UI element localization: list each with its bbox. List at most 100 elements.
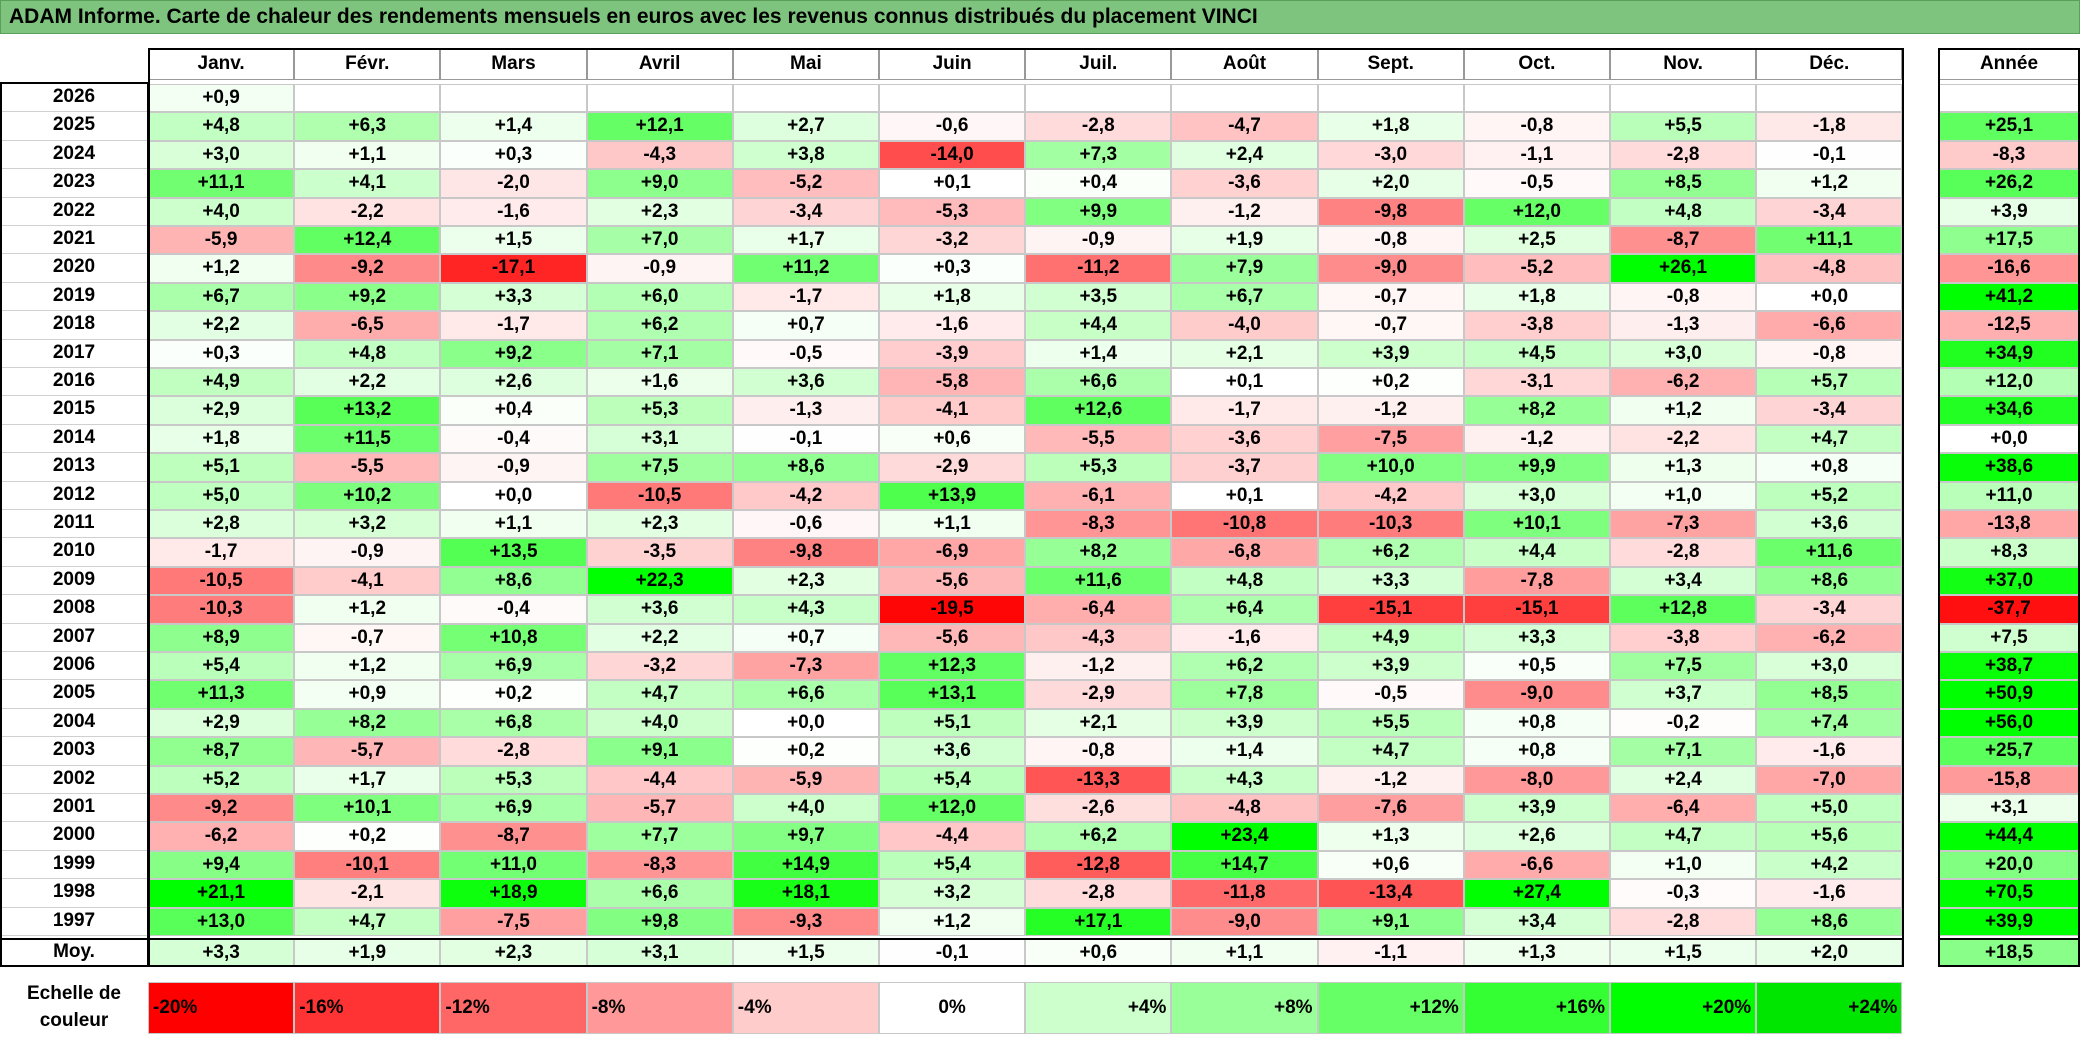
- heatmap-cell: +6,0: [586, 282, 733, 312]
- heatmap-cell: +0,5: [1463, 652, 1610, 681]
- heatmap-cell: +2,9: [148, 396, 295, 425]
- heatmap-cell: +0,2: [732, 737, 879, 766]
- heatmap-cell: +5,4: [879, 850, 1026, 880]
- heatmap-cell: -8,3: [586, 850, 733, 880]
- heatmap-cell: +1,8: [1317, 112, 1464, 141]
- heatmap-cell: -0,5: [1463, 169, 1610, 198]
- heatmap-cell: -0,9: [440, 453, 587, 482]
- year-label: 2004: [0, 708, 148, 738]
- heatmap-cell: +2,1: [1171, 339, 1318, 368]
- heatmap-cell: -1,7: [732, 282, 879, 312]
- heatmap-cell: +3,4: [1463, 907, 1610, 936]
- heatmap-cell: +1,3: [1610, 453, 1757, 482]
- column-header-4: Avril: [586, 48, 733, 80]
- heatmap-cell: +13,2: [294, 396, 441, 425]
- heatmap-cell: +0,7: [732, 311, 879, 340]
- heatmap-cell: +11,0: [440, 850, 587, 880]
- heatmap-cell: +3,0: [148, 140, 295, 170]
- heatmap-cell: +3,9: [1317, 339, 1464, 368]
- column-header-annual: Année: [1938, 48, 2080, 80]
- heatmap-cell: -19,5: [879, 595, 1026, 624]
- annual-cell: +26,2: [1938, 169, 2080, 198]
- heatmap-cell: +10,8: [440, 623, 587, 652]
- heatmap-cell: +6,4: [1171, 595, 1318, 624]
- heatmap-cell: +3,3: [1317, 566, 1464, 596]
- column-header-12: Déc.: [1756, 48, 1903, 80]
- heatmap-cell: -6,2: [148, 822, 295, 851]
- average-cell: -1,1: [1317, 938, 1464, 967]
- heatmap-cell: -10,3: [148, 595, 295, 624]
- heatmap-cell: -6,6: [1463, 850, 1610, 880]
- heatmap-cell: -5,7: [294, 737, 441, 766]
- heatmap-cell: -3,9: [879, 339, 1026, 368]
- year-label: 2008: [0, 595, 148, 624]
- color-scale-stop: -8%: [586, 982, 733, 1034]
- heatmap-cell: -10,8: [1171, 510, 1318, 539]
- heatmap-cell: +6,7: [1171, 282, 1318, 312]
- year-label: 2002: [0, 765, 148, 794]
- annual-cell: +12,0: [1938, 368, 2080, 397]
- heatmap-cell: -1,7: [440, 311, 587, 340]
- annual-cell: +37,0: [1938, 566, 2080, 596]
- heatmap-cell: +7,3: [1025, 140, 1172, 170]
- heatmap-cell: -5,5: [294, 453, 441, 482]
- heatmap-cell: +7,8: [1171, 680, 1318, 709]
- year-label: 2013: [0, 453, 148, 482]
- heatmap-cell: -4,1: [294, 566, 441, 596]
- heatmap-cell: +4,1: [294, 169, 441, 198]
- heatmap-cell: -9,2: [294, 254, 441, 283]
- column-header-8: Août: [1171, 48, 1318, 80]
- heatmap-cell: +6,6: [1025, 368, 1172, 397]
- column-header-7: Juil.: [1025, 48, 1172, 80]
- annual-cell: +56,0: [1938, 708, 2080, 738]
- heatmap-cell: -3,2: [586, 652, 733, 681]
- heatmap-cell: -1,3: [732, 396, 879, 425]
- heatmap-cell: +17,1: [1025, 907, 1172, 936]
- heatmap-cell: -1,2: [1171, 197, 1318, 226]
- heatmap-cell: +3,0: [1610, 339, 1757, 368]
- heatmap-cell: -1,2: [1317, 396, 1464, 425]
- heatmap-cell: +0,1: [1171, 481, 1318, 510]
- heatmap-cell: +1,8: [879, 282, 1026, 312]
- year-label: 2025: [0, 112, 148, 141]
- year-label: 2026: [0, 84, 148, 113]
- heatmap-cell: -4,2: [732, 481, 879, 510]
- heatmap-cell: -6,1: [1025, 481, 1172, 510]
- heatmap-cell: +0,1: [879, 169, 1026, 198]
- heatmap-cell: -1,6: [1756, 879, 1903, 908]
- color-scale-stop: -4%: [732, 982, 879, 1034]
- heatmap-cell: -4,0: [1171, 311, 1318, 340]
- heatmap-cell: +1,2: [148, 254, 295, 283]
- heatmap-cell: -2,1: [294, 879, 441, 908]
- heatmap-cell: -0,6: [732, 510, 879, 539]
- heatmap-cell: -15,1: [1317, 595, 1464, 624]
- heatmap-cell: -5,2: [1463, 254, 1610, 283]
- year-label: 1999: [0, 850, 148, 880]
- heatmap-cell: +22,3: [586, 566, 733, 596]
- color-scale-stop: -12%: [440, 982, 587, 1034]
- heatmap-cell: +12,1: [586, 112, 733, 141]
- color-scale-stop: +12%: [1317, 982, 1464, 1034]
- heatmap-cell: -0,8: [1317, 226, 1464, 255]
- heatmap-cell: -6,8: [1171, 538, 1318, 567]
- heatmap-cell: +0,6: [879, 424, 1026, 454]
- heatmap-cell: -3,7: [1171, 453, 1318, 482]
- heatmap-cell: -5,7: [586, 794, 733, 823]
- annual-cell: +44,4: [1938, 822, 2080, 851]
- heatmap-cell: -2,8: [1610, 140, 1757, 170]
- year-label: 2021: [0, 226, 148, 255]
- heatmap-cell: +7,5: [586, 453, 733, 482]
- heatmap-cell: +9,1: [586, 737, 733, 766]
- heatmap-cell: +3,3: [1463, 623, 1610, 652]
- color-scale-stop: -20%: [148, 982, 295, 1034]
- annual-cell: +50,9: [1938, 680, 2080, 709]
- average-label: Moy.: [0, 938, 148, 967]
- heatmap-cell: +3,7: [1610, 680, 1757, 709]
- heatmap-cell: -7,3: [1610, 510, 1757, 539]
- heatmap-cell: +11,6: [1025, 566, 1172, 596]
- heatmap-cell: +3,6: [879, 737, 1026, 766]
- year-label: 2016: [0, 368, 148, 397]
- annual-cell: -13,8: [1938, 510, 2080, 539]
- color-scale-stop: +4%: [1025, 982, 1172, 1034]
- year-label: 2015: [0, 396, 148, 425]
